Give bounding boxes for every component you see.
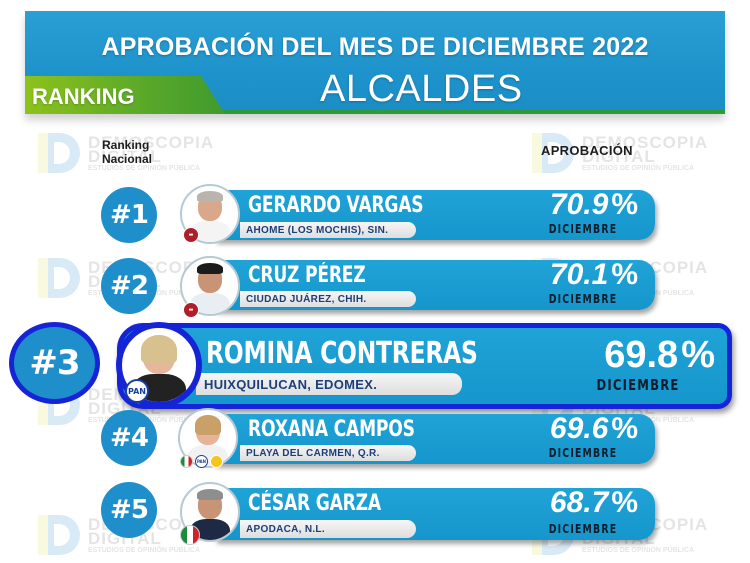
candidate-photo [180,184,240,244]
rank-column-label: Ranking Nacional [102,138,153,166]
rank-badge: #4 [101,410,157,466]
location-box: HUIXQUILUCAN, EDOMEX. [196,373,462,395]
location-box: PLAYA DEL CARMEN, Q.R. [240,445,416,461]
pan-icon: PAN [195,455,208,468]
watermark-logo: DEMOSCOPIA DIGITAL ESTUDIOS DE OPINIÓN P… [38,133,268,178]
approval-value: 70.9% [549,188,638,221]
candidate-photo [180,256,240,316]
morena-icon: ▬ [183,302,199,318]
rank-badge: #2 [101,258,157,314]
page-title: APROBACIÓN DEL MES DE DICIEMBRE 2022 [101,33,649,61]
approval-month: DICIEMBRE [548,522,618,536]
approval-month: DICIEMBRE [548,446,618,460]
ranking-row: #4 PLAYA DEL CARMEN, Q.R. ROXANA CAMPOS … [0,408,750,468]
location-box: AHOME (LOS MOCHIS), SIN. [240,222,416,238]
candidate-name: ROMINA CONTRERAS [206,336,478,371]
approval-month: DICIEMBRE [548,222,618,236]
candidate-name: CÉSAR GARZA [248,491,381,516]
rank-badge: #3 [29,343,80,383]
candidate-location: HUIXQUILUCAN, EDOMEX. [204,376,378,392]
page-subtitle: ALCALDES [320,68,523,110]
prd-icon [210,455,223,468]
rank-badge-ring [9,322,100,404]
approval-value: 68.7% [549,486,638,519]
candidate-name: CRUZ PÉREZ [248,263,366,288]
pri-icon [180,455,193,468]
location-box: APODACA, N.L. [240,520,416,538]
candidate-location: CIUDAD JUÁREZ, CHIH. [246,293,367,305]
morena-icon: ▬ [183,227,199,243]
location-box: CIUDAD JUÁREZ, CHIH. [240,291,416,307]
candidate-name: GERARDO VARGAS [248,193,424,218]
ranking-tab-label: RANKING [32,84,135,109]
approval-column-label: APROBACIÓN [541,143,633,158]
approval-value: 69.6% [549,412,638,445]
candidate-location: AHOME (LOS MOCHIS), SIN. [246,224,389,236]
ranking-row-highlighted: #3 HUIXQUILUCAN, EDOMEX. ROMINA CONTRERA… [0,318,750,409]
rank-badge: #5 [101,482,157,538]
rank-badge: #1 [101,187,157,243]
pan-icon: PAN [125,379,149,403]
approval-value: 70.1% [549,258,638,291]
candidate-photo [116,322,202,408]
approval-month: DICIEMBRE [548,292,618,306]
approval-value: 69.8% [604,334,715,376]
header-accent-line [25,110,725,114]
ranking-row: #5 APODACA, N.L. CÉSAR GARZA 68.7% DICIE… [0,480,750,545]
pri-icon [180,525,200,545]
ranking-row: #1 AHOME (LOS MOCHIS), SIN. GERARDO VARG… [0,180,750,244]
candidate-name: ROXANA CAMPOS [248,417,415,442]
ranking-row: #2 CIUDAD JUÁREZ, CHIH. CRUZ PÉREZ 70.1%… [0,256,750,318]
approval-month: DICIEMBRE [596,376,680,394]
ranking-tab [25,76,225,114]
candidate-location: PLAYA DEL CARMEN, Q.R. [246,447,380,459]
candidate-location: APODACA, N.L. [246,523,325,535]
